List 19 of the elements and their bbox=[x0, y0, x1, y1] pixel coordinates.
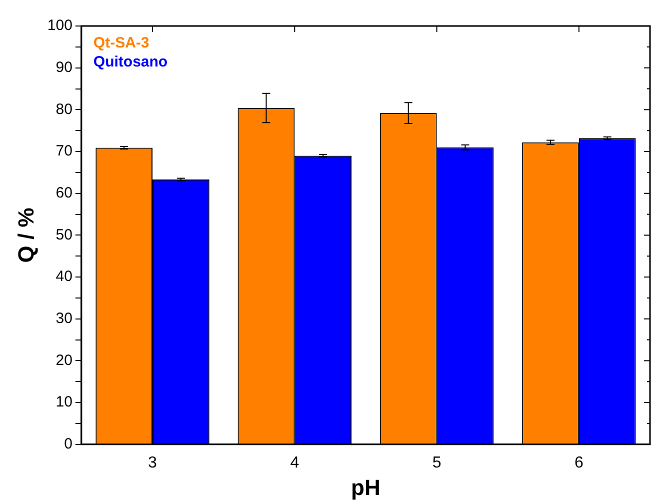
y-tick-label: 70 bbox=[56, 142, 72, 160]
y-tick-label: 50 bbox=[56, 226, 72, 244]
x-tick-label: 4 bbox=[290, 454, 300, 472]
text: Qt-SA-3 bbox=[93, 34, 150, 52]
x-tick-label: 3 bbox=[148, 454, 158, 472]
x-axis-title: pH bbox=[351, 474, 380, 500]
y-axis-title: Q / % bbox=[13, 208, 38, 263]
y-tick-label: 30 bbox=[56, 310, 72, 328]
y-tick-label: 90 bbox=[56, 58, 72, 76]
text: Quitosano bbox=[93, 54, 168, 71]
y-tick-label: 20 bbox=[56, 352, 72, 369]
y-tick-label: 60 bbox=[56, 184, 72, 202]
y-tick-label: 40 bbox=[56, 268, 72, 286]
x-tick-label: 6 bbox=[574, 454, 584, 472]
y-tick-label: 100 bbox=[47, 17, 72, 34]
y-tick-label: 80 bbox=[56, 100, 72, 118]
y-tick-label: 0 bbox=[64, 436, 72, 453]
y-tick-label: 10 bbox=[56, 394, 72, 411]
x-tick-label: 5 bbox=[432, 454, 442, 472]
